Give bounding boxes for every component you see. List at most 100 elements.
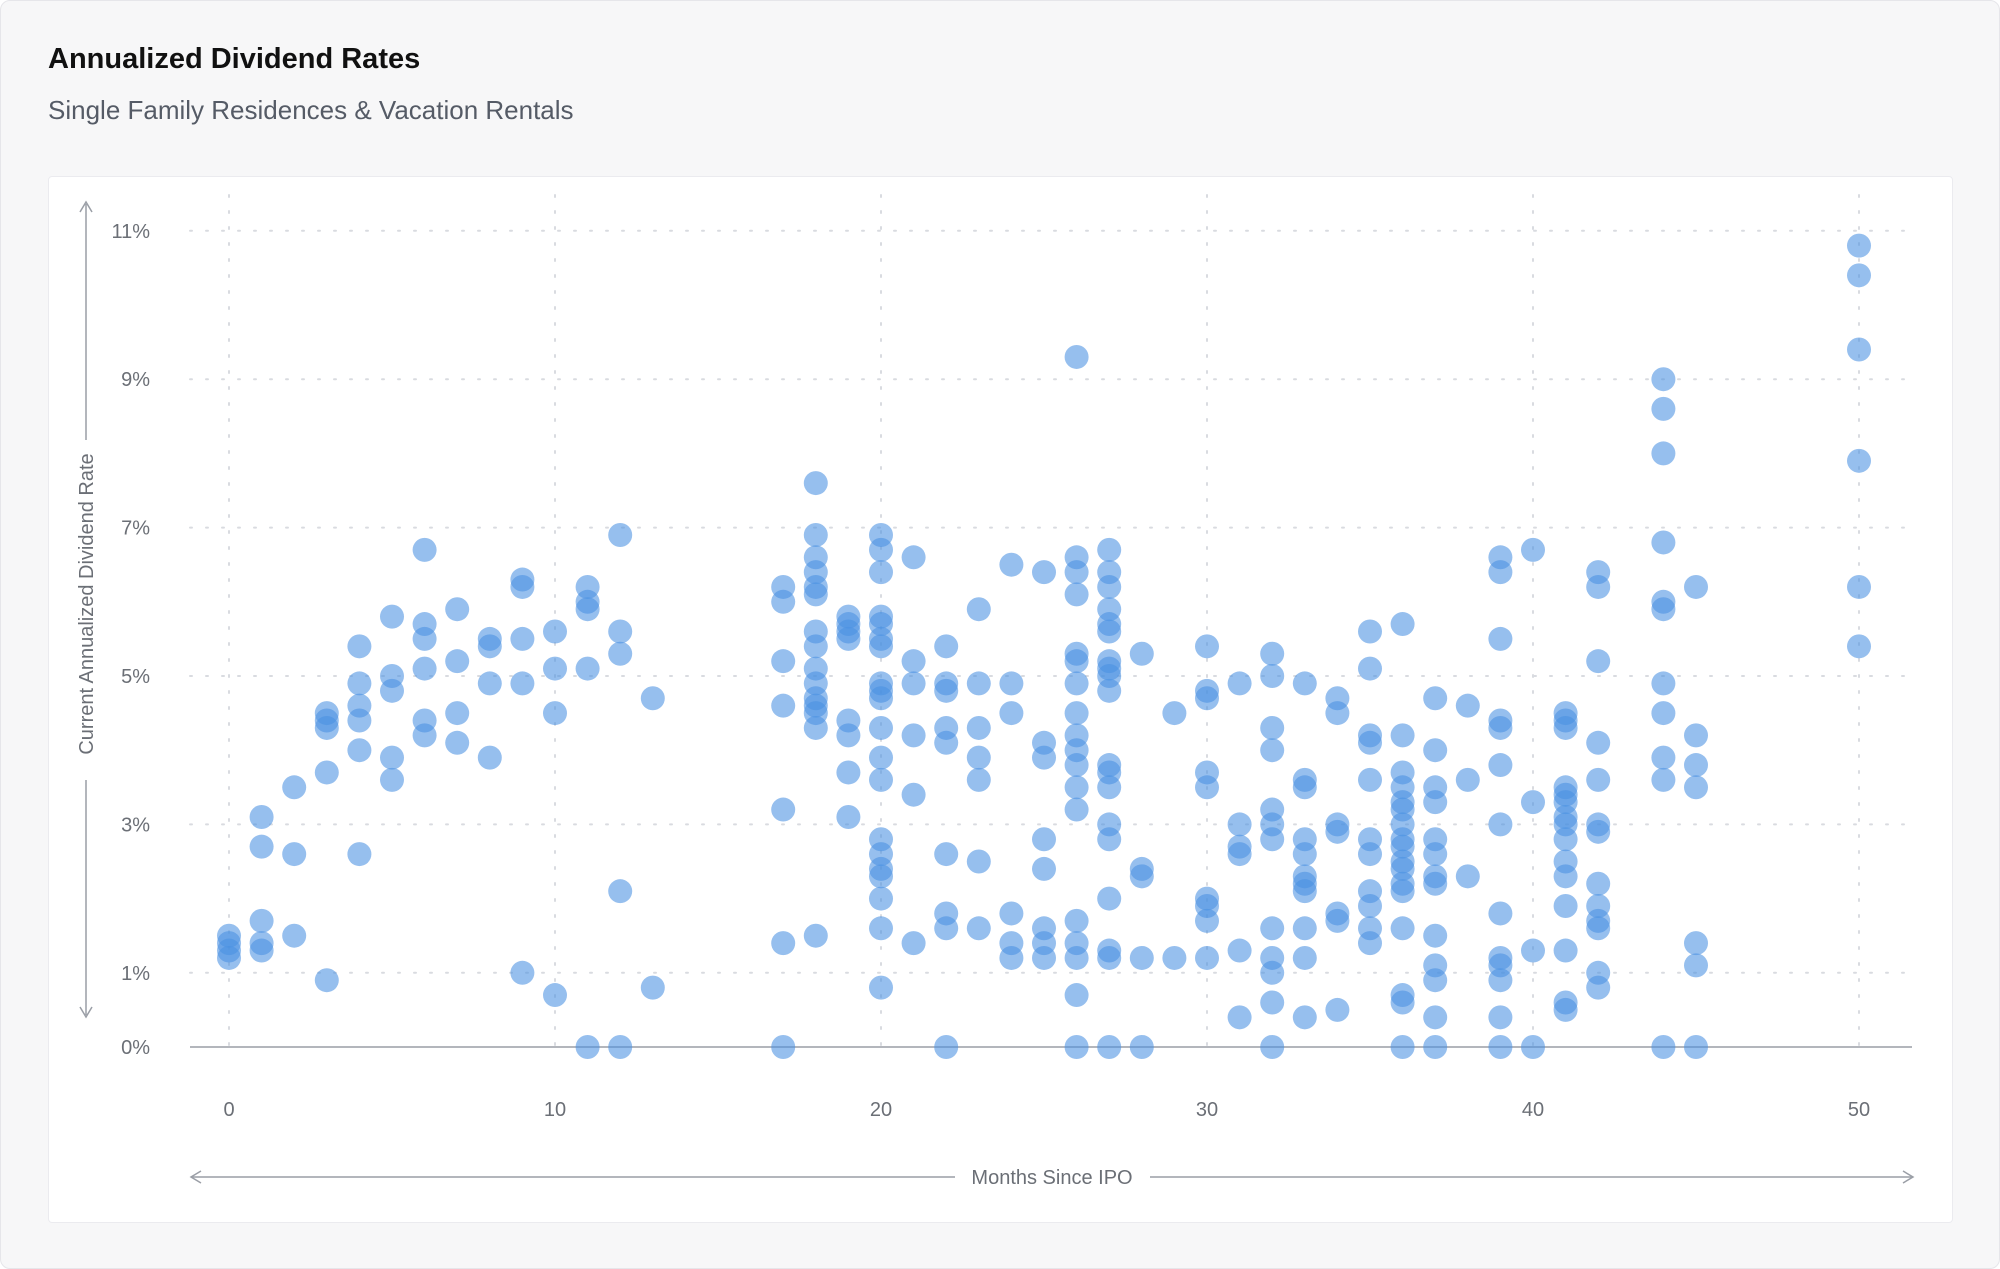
data-point (771, 931, 796, 956)
data-point (1423, 923, 1448, 948)
data-point (999, 552, 1024, 577)
data-point (1292, 945, 1317, 970)
data-point (1097, 537, 1122, 562)
data-point (869, 537, 893, 562)
data-point (1358, 656, 1382, 681)
y-axis-arrow-up (79, 200, 93, 213)
data-point (1227, 671, 1252, 696)
data-point (608, 1035, 633, 1059)
data-point (1227, 812, 1252, 837)
data-point (771, 649, 796, 674)
data-point (314, 760, 339, 785)
data-point (1488, 560, 1513, 585)
data-point (901, 782, 926, 807)
data-point (1684, 753, 1708, 778)
data-point (803, 634, 828, 659)
data-point (836, 804, 861, 829)
data-point (869, 560, 893, 585)
data-point (1292, 916, 1317, 941)
data-point (1260, 827, 1285, 852)
data-point (1064, 753, 1089, 778)
data-point (771, 797, 796, 822)
data-point (1227, 1005, 1252, 1030)
grid-layer (189, 194, 1913, 1048)
data-point (966, 715, 991, 740)
data-point (347, 634, 372, 659)
data-point (217, 923, 241, 948)
data-point (1260, 916, 1285, 941)
data-point (1292, 1005, 1317, 1030)
data-point (901, 671, 926, 696)
data-point (1651, 597, 1676, 622)
data-point (1097, 945, 1122, 970)
data-point (543, 983, 567, 1008)
data-point (1358, 619, 1382, 644)
x-tick-label: 20 (870, 1099, 892, 1121)
data-point (1586, 975, 1611, 1000)
data-point (1064, 701, 1089, 726)
y-tick-label: 1% (121, 963, 150, 985)
x-tick-label: 50 (1848, 1099, 1870, 1121)
data-point (1195, 945, 1219, 970)
data-point (901, 545, 926, 570)
data-point (966, 745, 991, 770)
x-tick-label: 40 (1522, 1099, 1544, 1121)
data-point (1325, 701, 1350, 726)
data-point (380, 604, 404, 629)
data-point (1260, 960, 1285, 985)
data-point (445, 597, 470, 622)
data-point (347, 708, 372, 733)
data-point (836, 760, 861, 785)
data-point (608, 523, 633, 548)
data-point (1097, 678, 1122, 703)
data-point (347, 842, 372, 867)
data-point (1097, 1035, 1122, 1059)
data-point (1488, 901, 1513, 926)
data-point (869, 886, 893, 911)
data-point (1162, 701, 1187, 726)
data-point (1553, 827, 1578, 852)
data-point (575, 656, 600, 681)
data-point (1684, 931, 1708, 956)
data-point (1292, 671, 1317, 696)
data-point (1064, 671, 1089, 696)
data-point (1129, 1035, 1154, 1059)
data-point (803, 523, 828, 548)
data-point (1358, 894, 1382, 919)
data-point (249, 804, 274, 829)
data-point (1032, 745, 1056, 770)
data-point (249, 938, 274, 963)
data-point (966, 597, 991, 622)
data-point (1521, 537, 1545, 562)
data-point (803, 471, 828, 496)
data-point (966, 671, 991, 696)
y-tick-label: 11% (111, 221, 150, 243)
data-point (1390, 723, 1415, 748)
data-point (608, 619, 633, 644)
data-point (445, 730, 470, 755)
data-point (1423, 968, 1448, 993)
data-point (869, 745, 893, 770)
y-tick-label: 3% (121, 814, 150, 836)
data-point (771, 693, 796, 718)
data-point (901, 649, 926, 674)
data-point (608, 879, 633, 904)
y-tick-label: 5% (121, 666, 150, 688)
data-point (1390, 916, 1415, 941)
data-point (380, 767, 404, 792)
data-point (869, 916, 893, 941)
x-tick-label: 0 (223, 1099, 234, 1121)
data-point (869, 864, 893, 889)
data-point (1586, 767, 1611, 792)
x-axis-arrow-left (189, 1170, 202, 1184)
data-point (1097, 619, 1122, 644)
data-point (901, 931, 926, 956)
x-tick-label: 10 (544, 1099, 566, 1121)
data-point (1488, 753, 1513, 778)
data-point (966, 916, 991, 941)
data-point (1651, 441, 1676, 466)
points-layer (217, 233, 1871, 1059)
data-point (1195, 908, 1219, 933)
data-point (966, 767, 991, 792)
data-point (1390, 1035, 1415, 1059)
